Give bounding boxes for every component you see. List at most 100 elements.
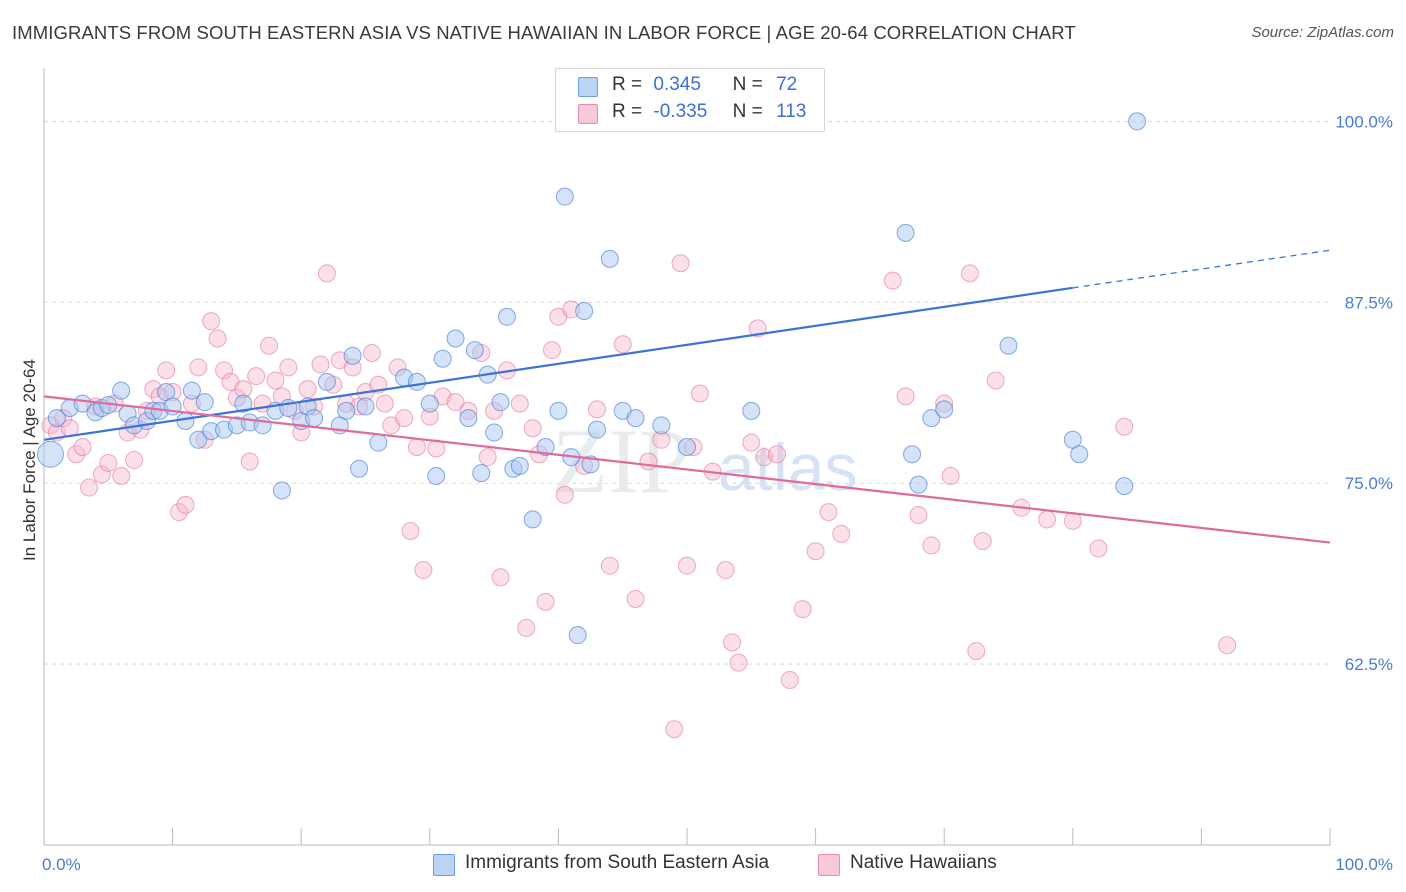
- data-point-native-hawaiians: [311, 355, 330, 374]
- data-point-native-hawaiians: [967, 642, 986, 661]
- data-point-native-hawaiians: [780, 671, 799, 690]
- correlation-legend: R = 0.345 N = 72 R = -0.335 N = 113: [555, 68, 825, 132]
- data-point-native-hawaiians: [279, 358, 298, 377]
- data-point-native-hawaiians: [555, 485, 574, 504]
- data-point-immigrants: [626, 409, 645, 428]
- data-point-native-hawaiians: [189, 358, 208, 377]
- legend-swatch-pink: [578, 104, 598, 124]
- data-point-native-hawaiians: [260, 336, 279, 355]
- data-point-native-hawaiians: [375, 394, 394, 413]
- data-point-native-hawaiians: [729, 653, 748, 672]
- data-point-immigrants: [909, 475, 928, 494]
- y-tick-label: 75.0%: [1345, 474, 1393, 493]
- data-point-native-hawaiians: [793, 600, 812, 619]
- data-point-native-hawaiians: [542, 341, 561, 360]
- data-point-immigrants: [420, 394, 439, 413]
- data-point-immigrants: [112, 381, 131, 400]
- data-point-native-hawaiians: [125, 451, 144, 470]
- data-point-immigrants: [652, 416, 671, 435]
- data-point-native-hawaiians: [690, 384, 709, 403]
- data-point-immigrants: [575, 301, 594, 320]
- trend-line-native-hawaiians: [43, 395, 1331, 544]
- data-point-native-hawaiians: [626, 589, 645, 608]
- legend-n-label: N =: [732, 74, 763, 95]
- data-point-immigrants: [253, 416, 272, 435]
- data-point-immigrants: [510, 456, 529, 475]
- data-point-native-hawaiians: [671, 254, 690, 273]
- trend-line-immigrants: [43, 286, 1073, 441]
- data-point-immigrants: [485, 423, 504, 442]
- legend-label-immigrants: Immigrants from South Eastern Asia: [465, 852, 770, 873]
- data-point-immigrants: [343, 346, 362, 365]
- data-point-immigrants: [999, 336, 1018, 355]
- data-point-native-hawaiians: [678, 556, 696, 575]
- data-point-immigrants: [587, 420, 606, 439]
- y-tick-label: 62.5%: [1345, 655, 1393, 674]
- data-point-native-hawaiians: [819, 503, 838, 522]
- legend-n-value: 113: [776, 101, 807, 122]
- data-point-native-hawaiians: [215, 361, 234, 380]
- legend-swatch-blue: [433, 854, 455, 876]
- data-point-native-hawaiians: [414, 561, 433, 580]
- data-point-native-hawaiians: [723, 633, 742, 652]
- data-point-native-hawaiians: [665, 720, 684, 739]
- data-point-native-hawaiians: [768, 445, 787, 464]
- data-point-native-hawaiians: [1115, 417, 1134, 436]
- data-point-immigrants: [549, 401, 568, 420]
- data-point-immigrants: [182, 381, 201, 400]
- data-point-native-hawaiians: [266, 371, 285, 390]
- data-point-native-hawaiians: [446, 393, 465, 412]
- data-point-native-hawaiians: [401, 521, 420, 540]
- data-point-native-hawaiians: [896, 387, 915, 406]
- data-point-immigrants: [497, 307, 516, 326]
- legend-r-value: 0.345: [653, 74, 701, 95]
- data-point-native-hawaiians: [613, 335, 632, 354]
- data-point-immigrants: [305, 409, 324, 428]
- data-point-immigrants: [272, 481, 291, 500]
- data-point-native-hawaiians: [112, 466, 131, 485]
- data-point-native-hawaiians: [909, 506, 928, 525]
- data-point-native-hawaiians: [536, 592, 555, 611]
- data-point-native-hawaiians: [202, 312, 221, 331]
- data-point-immigrants: [491, 393, 510, 412]
- legend-r-value: -0.335: [653, 101, 708, 122]
- data-point-native-hawaiians: [587, 400, 606, 419]
- trend-lines: [43, 249, 1331, 544]
- data-point-native-hawaiians: [99, 453, 118, 472]
- data-point-native-hawaiians: [523, 419, 542, 438]
- data-point-immigrants: [47, 409, 66, 428]
- y-tick-label: 87.5%: [1345, 293, 1393, 312]
- data-point-native-hawaiians: [748, 319, 767, 338]
- data-point-immigrants: [407, 372, 426, 391]
- data-point-native-hawaiians: [832, 524, 851, 543]
- data-point-native-hawaiians: [317, 264, 336, 283]
- data-point-native-hawaiians: [92, 465, 111, 484]
- data-point-immigrants: [935, 400, 954, 419]
- data-point-immigrants: [427, 466, 446, 485]
- data-point-immigrants: [1115, 477, 1134, 496]
- data-point-immigrants: [356, 397, 375, 416]
- source-label: Source: ZipAtlas.com: [1251, 24, 1394, 41]
- data-point-native-hawaiians: [517, 618, 536, 637]
- data-point-immigrants: [523, 510, 542, 529]
- data-point-immigrants: [459, 409, 478, 428]
- data-point-immigrants: [1128, 112, 1147, 131]
- series-immigrants-se-asia: [36, 112, 1147, 645]
- legend-label-native-hawaiians: Native Hawaiians: [850, 852, 997, 873]
- data-point-native-hawaiians: [1218, 636, 1237, 655]
- trend-line-immigrants-extension: [1072, 249, 1331, 289]
- series-legend: Immigrants from South Eastern Asia Nativ…: [0, 852, 1406, 878]
- data-point-native-hawaiians: [478, 448, 497, 467]
- legend-r-label: R =: [612, 74, 643, 95]
- data-point-native-hawaiians: [67, 445, 86, 464]
- data-point-immigrants: [195, 393, 214, 412]
- data-point-native-hawaiians: [407, 438, 426, 457]
- data-point-immigrants: [433, 349, 452, 368]
- legend-swatch-pink: [818, 854, 840, 876]
- data-point-immigrants: [234, 394, 253, 413]
- data-point-native-hawaiians: [298, 380, 317, 399]
- y-tick-label: 100.0%: [1335, 112, 1393, 131]
- data-point-immigrants: [36, 440, 64, 468]
- data-point-immigrants: [465, 341, 484, 360]
